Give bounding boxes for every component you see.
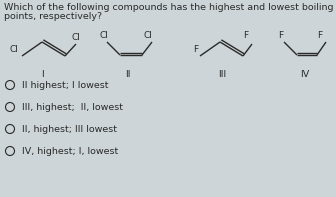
Text: F: F (317, 31, 322, 40)
Text: II: II (125, 70, 131, 79)
Text: I: I (41, 70, 43, 79)
Text: F: F (193, 45, 198, 54)
Text: III: III (218, 70, 226, 79)
Text: IV: IV (300, 70, 310, 79)
Text: II highest; I lowest: II highest; I lowest (22, 81, 109, 89)
Text: Which of the following compounds has the highest and lowest boiling: Which of the following compounds has the… (4, 3, 334, 12)
Text: II, highest; III lowest: II, highest; III lowest (22, 125, 117, 134)
Text: Cl: Cl (143, 31, 152, 40)
Text: Cl: Cl (72, 33, 81, 42)
Text: Cl: Cl (10, 45, 19, 54)
Text: IV, highest; I, lowest: IV, highest; I, lowest (22, 147, 118, 155)
Text: points, respectively?: points, respectively? (4, 12, 102, 21)
Text: III, highest;  II, lowest: III, highest; II, lowest (22, 102, 123, 112)
Text: F: F (243, 31, 248, 40)
Text: Cl: Cl (100, 31, 109, 40)
Text: F: F (278, 31, 283, 40)
